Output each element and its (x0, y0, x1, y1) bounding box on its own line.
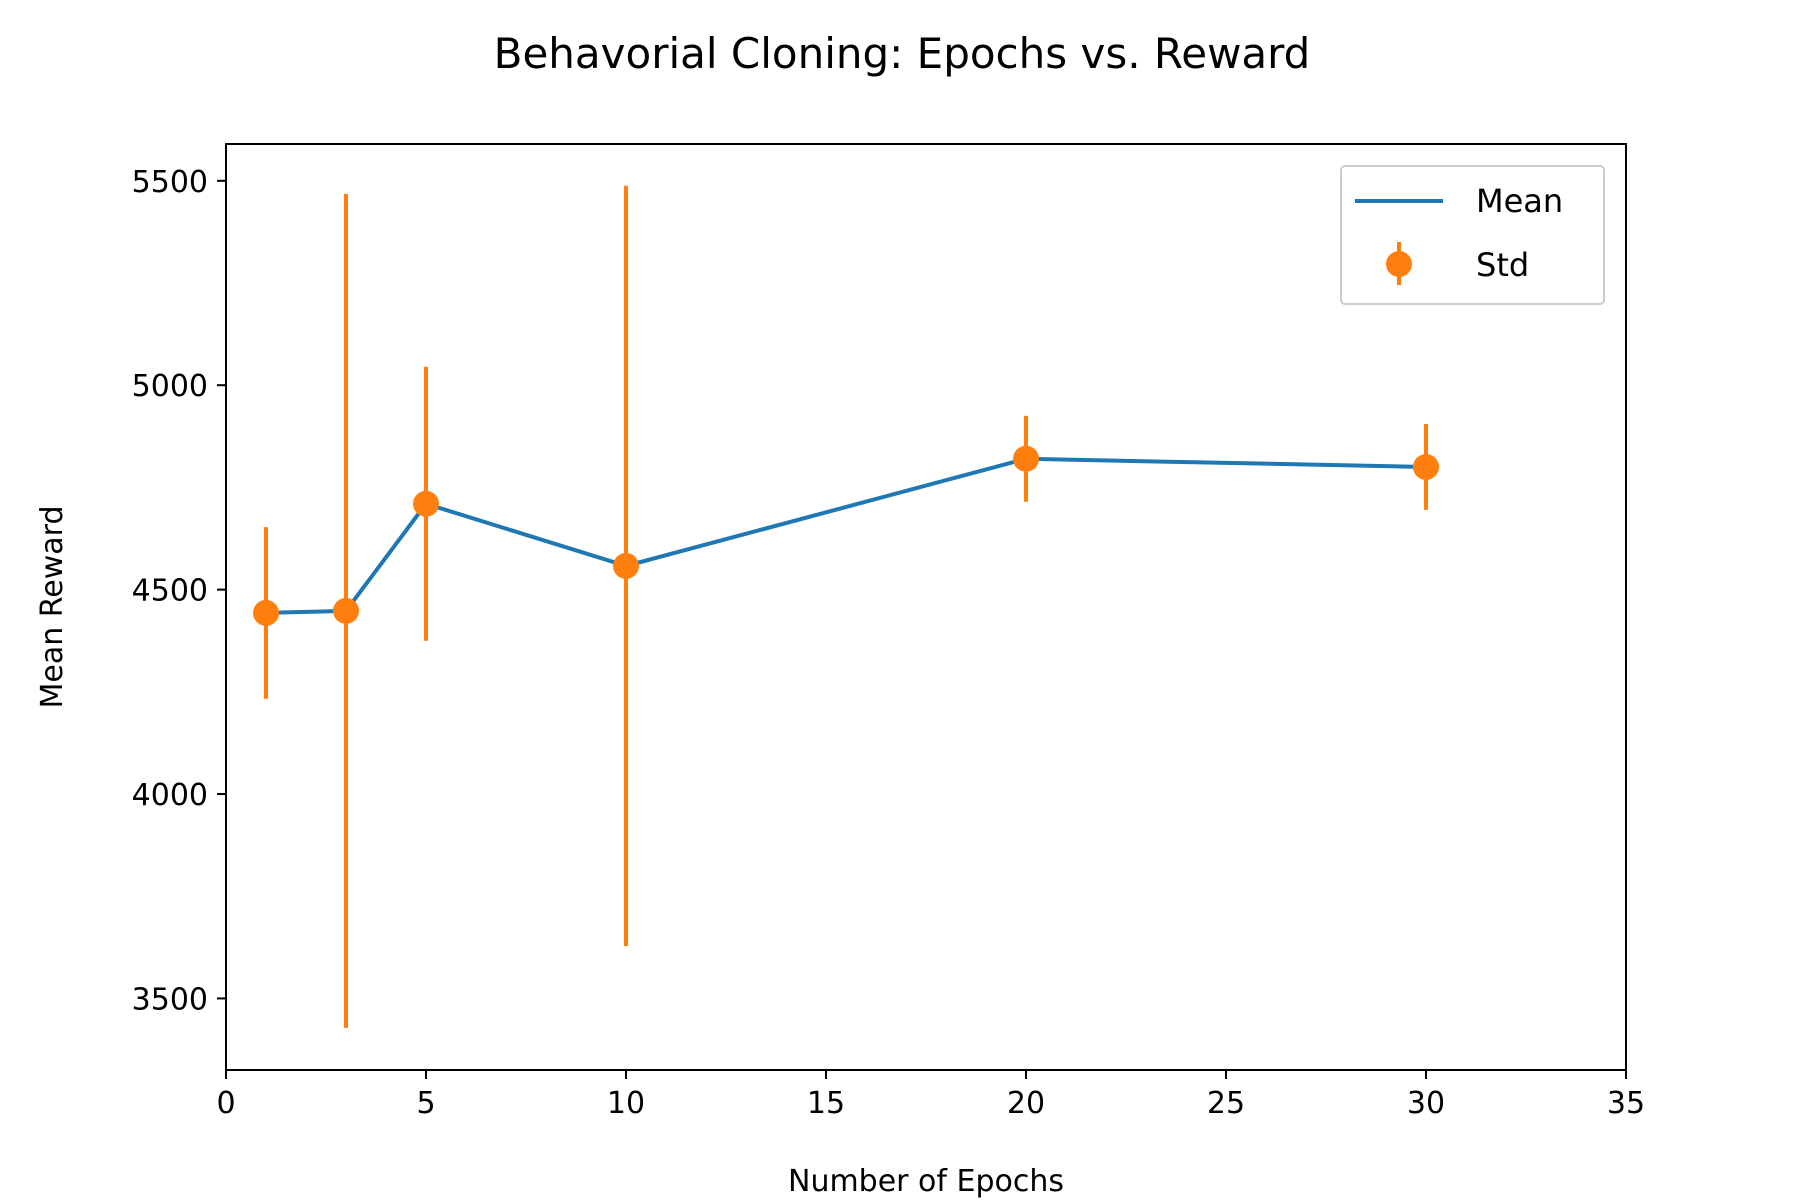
std-point (613, 552, 639, 579)
y-axis: 3500 4000 4500 5000 5500 (132, 165, 226, 1017)
y-tick-label: 4000 (132, 778, 208, 813)
y-tick-label: 5500 (132, 165, 208, 200)
chart-title: Behavorial Cloning: Epochs vs. Reward (494, 29, 1311, 78)
x-tick-label: 10 (607, 1086, 645, 1121)
x-tick-label: 5 (416, 1086, 435, 1121)
x-axis-label: Number of Epochs (788, 1164, 1064, 1199)
y-axis-label: Mean Reward (35, 506, 70, 709)
x-axis: 0 5 10 15 20 25 30 35 (216, 1070, 1645, 1121)
y-tick-label: 4500 (132, 574, 208, 609)
std-point (413, 490, 439, 517)
axes-frame (225, 143, 1627, 1071)
legend-box (1340, 165, 1605, 305)
std-point (333, 597, 359, 624)
x-tick-label: 20 (1007, 1086, 1045, 1121)
legend-std-label: Std (1476, 246, 1529, 284)
x-tick-label: 30 (1407, 1086, 1445, 1121)
plot-area (253, 185, 1439, 1028)
x-tick-label: 0 (216, 1086, 235, 1121)
x-tick-label: 35 (1607, 1086, 1645, 1121)
x-tick-label: 15 (807, 1086, 845, 1121)
y-tick-label: 5000 (132, 369, 208, 404)
x-tick-label: 25 (1207, 1086, 1245, 1121)
std-point (1413, 453, 1439, 480)
legend-mean-label: Mean (1476, 182, 1563, 220)
mean-series-line (265, 456, 1427, 615)
std-point (1013, 445, 1039, 472)
std-point (253, 599, 279, 626)
legend: Mean Std (1340, 165, 1605, 305)
legend-std-marker (1386, 251, 1412, 277)
y-tick-label: 3500 (132, 982, 208, 1017)
